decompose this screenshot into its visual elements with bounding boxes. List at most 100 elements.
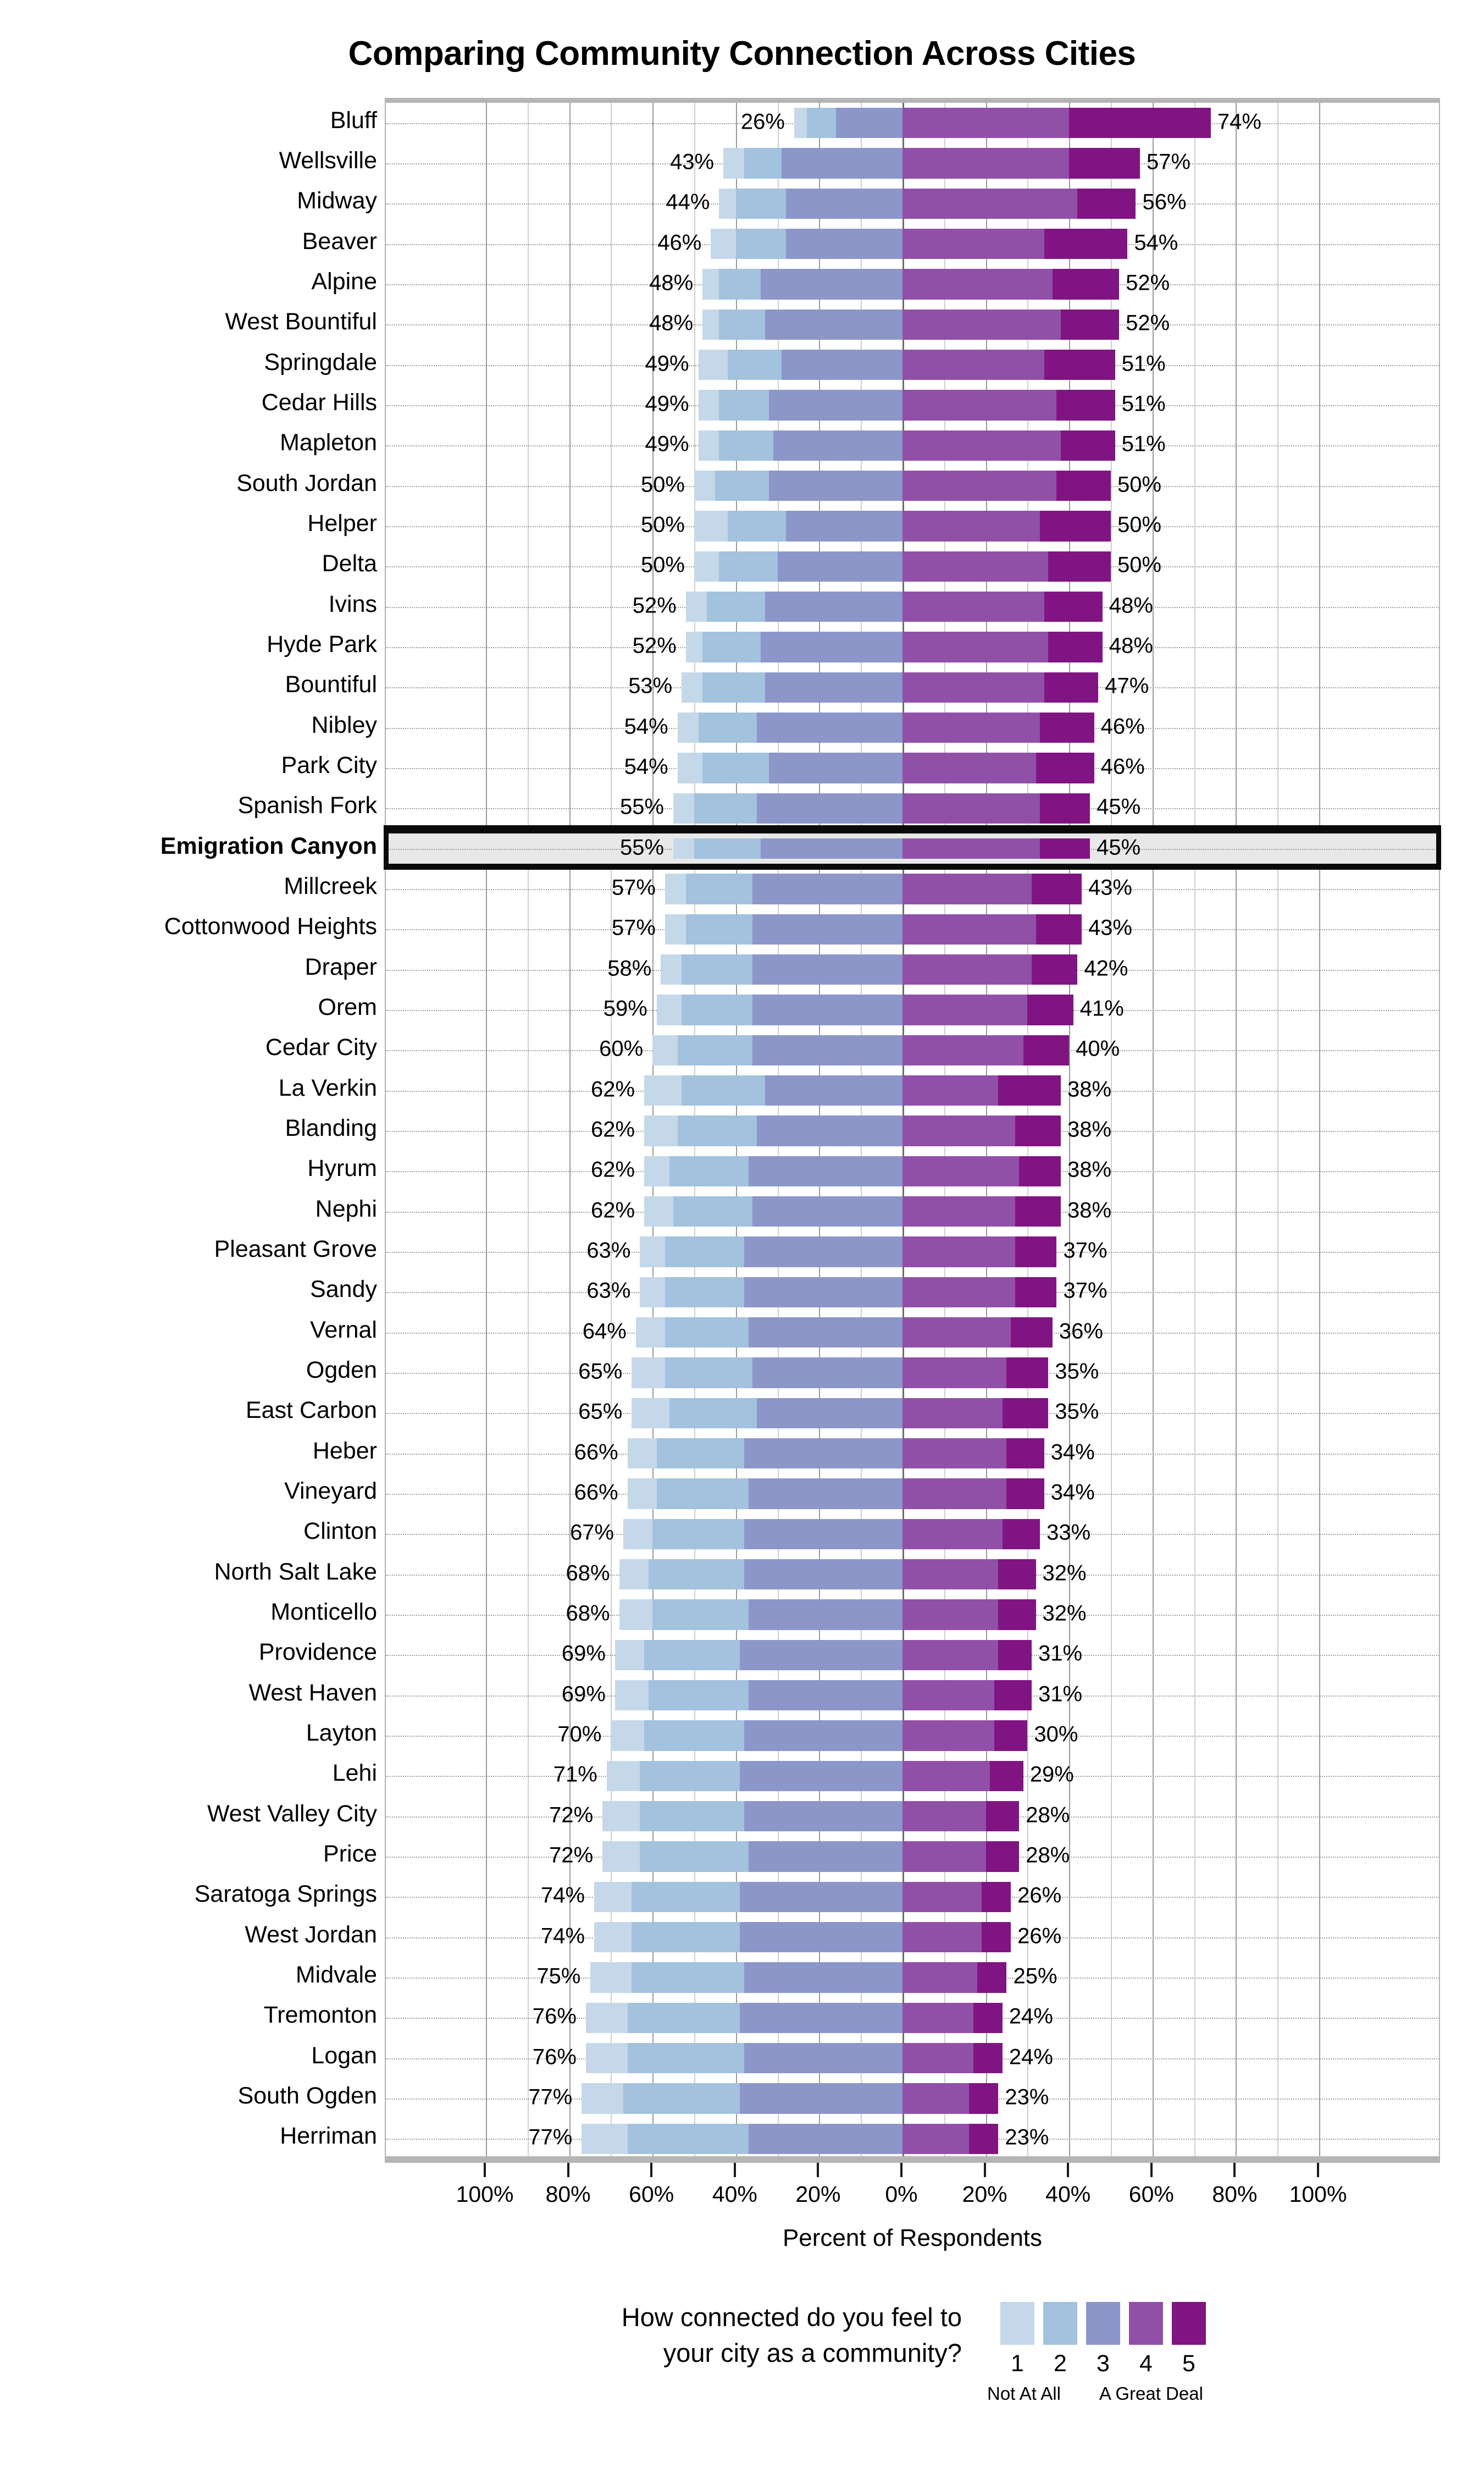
category-label[interactable]: Bluff [330,107,377,134]
bar-segment-2[interactable] [677,1115,757,1146]
category-label[interactable]: West Valley City [207,1800,377,1827]
category-label[interactable]: Alpine [311,268,377,295]
bar-segment-1[interactable] [644,1196,674,1227]
bar-segment-2[interactable] [648,1559,744,1590]
category-label[interactable]: Logan [311,2042,377,2069]
bar-segment-1[interactable] [794,108,807,139]
category-label[interactable]: Beaver [302,228,377,255]
bar-segment-5[interactable] [1052,269,1120,300]
bar-row[interactable] [386,1594,1439,1634]
category-label[interactable]: Hyrum [307,1155,377,1182]
category-label[interactable]: Tremonton [263,2002,377,2029]
bar-segment-1[interactable] [585,2002,628,2033]
bar-row[interactable] [386,224,1439,264]
stacked-bar[interactable] [794,108,1211,139]
bar-segment-3[interactable] [744,1438,902,1469]
bar-segment-5[interactable] [1006,1478,1044,1509]
bar-segment-5[interactable] [982,1881,1011,1912]
bar-segment-3[interactable] [769,390,902,421]
bar-segment-3[interactable] [740,2002,902,2033]
bar-segment-4[interactable] [902,1518,1003,1549]
bar-segment-1[interactable] [582,2083,624,2114]
bar-row[interactable] [386,1635,1439,1675]
bar-segment-5[interactable] [1044,350,1115,380]
bar-segment-5[interactable] [990,1760,1023,1791]
bar-segment-5[interactable] [1027,995,1073,1025]
bar-segment-4[interactable] [902,350,1044,380]
bar-segment-5[interactable] [998,1559,1036,1590]
bar-segment-3[interactable] [756,1398,902,1428]
bar-segment-3[interactable] [782,148,902,179]
bar-segment-2[interactable] [632,1881,740,1912]
bar-segment-5[interactable] [1006,1357,1049,1388]
stacked-bar[interactable] [582,2123,999,2154]
bar-segment-4[interactable] [902,1559,999,1590]
bar-segment-1[interactable] [673,793,694,824]
stacked-bar[interactable] [702,269,1120,300]
bar-segment-3[interactable] [748,1599,902,1630]
category-label[interactable]: Midway [297,187,377,214]
bar-segment-4[interactable] [902,1841,986,1872]
bar-segment-1[interactable] [582,2123,628,2154]
stacked-bar[interactable] [677,753,1094,783]
category-label[interactable]: Draper [304,953,377,980]
bar-segment-2[interactable] [682,1075,765,1106]
bar-segment-1[interactable] [656,995,682,1025]
stacked-bar[interactable] [594,1922,1011,1953]
bar-segment-2[interactable] [656,1478,749,1509]
bar-segment-4[interactable] [902,1357,1007,1388]
bar-row[interactable] [386,1030,1439,1070]
category-label[interactable]: Bountiful [285,671,377,698]
bar-segment-2[interactable] [694,793,757,824]
stacked-bar[interactable] [698,350,1115,380]
bar-segment-2[interactable] [627,2002,740,2033]
legend-swatch-3[interactable] [1086,2302,1120,2345]
bar-segment-4[interactable] [902,1115,1015,1146]
bar-segment-4[interactable] [902,1075,999,1106]
category-label[interactable]: Sandy [310,1276,377,1303]
bar-segment-5[interactable] [1040,793,1090,824]
bar-row[interactable] [386,1836,1439,1876]
bar-row[interactable] [386,1554,1439,1594]
bar-segment-3[interactable] [744,2043,902,2074]
bar-segment-3[interactable] [756,713,902,743]
bar-segment-5[interactable] [1019,1156,1061,1186]
category-label[interactable]: Midvale [295,1962,377,1988]
bar-segment-3[interactable] [782,350,902,380]
bar-segment-3[interactable] [752,954,902,985]
stacked-bar[interactable] [673,838,1090,859]
bar-segment-5[interactable] [1061,430,1115,461]
category-label[interactable]: Nibley [311,711,378,738]
bar-segment-5[interactable] [994,1720,1028,1751]
category-label[interactable]: Providence [258,1639,377,1666]
bar-segment-1[interactable] [698,390,719,421]
bar-segment-4[interactable] [902,2043,973,2074]
stacked-bar[interactable] [685,592,1103,622]
bar-segment-5[interactable] [1011,1317,1053,1348]
legend-swatch-4[interactable] [1129,2302,1163,2345]
bar-segment-5[interactable] [1036,753,1094,783]
bar-segment-4[interactable] [902,511,1040,542]
bar-segment-4[interactable] [902,914,1036,945]
bar-segment-1[interactable] [702,309,719,340]
category-label[interactable]: Nephi [315,1195,377,1222]
bar-row[interactable] [386,627,1439,667]
bar-segment-5[interactable] [973,2043,1003,2074]
bar-segment-4[interactable] [902,108,1070,139]
bar-segment-1[interactable] [611,1720,645,1751]
category-label[interactable]: South Jordan [236,470,377,496]
bar-segment-1[interactable] [632,1357,665,1388]
bar-segment-3[interactable] [765,672,902,703]
stacked-bar[interactable] [698,390,1115,421]
bar-segment-4[interactable] [902,592,1044,622]
stacked-bar[interactable] [711,229,1128,259]
bar-row[interactable] [386,990,1439,1030]
stacked-bar[interactable] [582,2083,999,2114]
bar-row[interactable] [386,1151,1439,1191]
bar-segment-5[interactable] [998,1639,1032,1670]
bar-segment-2[interactable] [665,1357,753,1388]
bar-segment-3[interactable] [744,1236,902,1267]
bar-segment-2[interactable] [715,471,769,501]
category-label[interactable]: South Ogden [237,2083,377,2109]
bar-segment-4[interactable] [902,1156,1020,1186]
